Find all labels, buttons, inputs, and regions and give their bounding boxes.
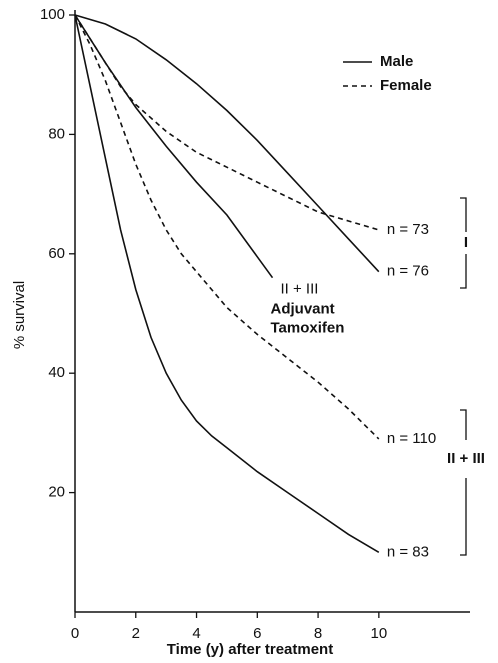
curve-label: n = 110: [387, 430, 436, 447]
group-label: I: [464, 234, 468, 251]
x-axis-label: Time (y) after treatment: [167, 641, 333, 658]
y-axis-label: % survival: [11, 281, 28, 349]
y-tick-label: 20: [48, 484, 65, 501]
curve-label: n = 76: [387, 263, 429, 280]
survival-curve: [74, 14, 380, 440]
bracket: [460, 409, 467, 556]
y-tick-label: 80: [48, 125, 65, 142]
x-tick-label: 8: [314, 625, 322, 642]
survival-curve: [74, 14, 380, 231]
y-tick-label: 60: [48, 245, 65, 262]
annotation: Tamoxifen: [271, 320, 345, 337]
x-tick-label: 10: [371, 625, 388, 642]
curve-label: II + III: [281, 281, 319, 298]
survival-curve: [74, 14, 274, 279]
legend-label: Female: [380, 77, 432, 94]
annotation: Adjuvant: [271, 301, 335, 318]
survival-curve: [74, 14, 380, 553]
x-tick-label: 4: [192, 625, 200, 642]
x-tick-label: 0: [71, 625, 79, 642]
y-tick-label: 100: [40, 6, 65, 23]
legend-label: Male: [380, 53, 413, 70]
bracket: [460, 197, 467, 289]
curve-label: n = 73: [387, 221, 429, 238]
survival-curve: [74, 14, 380, 273]
x-tick-label: 6: [253, 625, 261, 642]
y-tick-label: 40: [48, 364, 65, 381]
curve-label: n = 83: [387, 543, 429, 560]
group-label: II + III: [447, 450, 485, 467]
x-tick-label: 2: [132, 625, 140, 642]
